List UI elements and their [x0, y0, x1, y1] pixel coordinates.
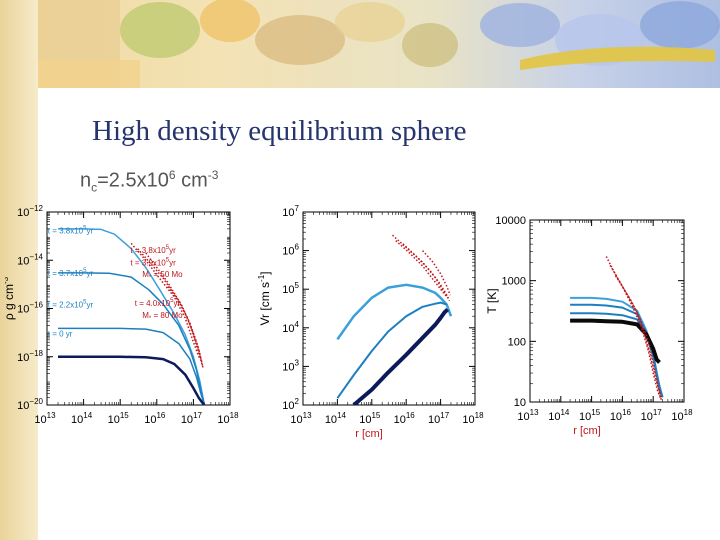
- y-axis-label: T [K]: [485, 288, 499, 313]
- series-annotation: t = 3.9x105yr: [130, 258, 176, 268]
- observed-line-1: [391, 234, 450, 299]
- x-tick-label: 1016: [610, 408, 632, 423]
- x-tick-label: 1013: [290, 411, 312, 426]
- x-tick-label: 1014: [325, 411, 347, 426]
- series-annotation: t = 3.7x105yr: [48, 268, 94, 278]
- y-tick-label: 102: [282, 397, 299, 412]
- series-annotation: t = 4.0x105yr: [135, 298, 181, 308]
- y-tick-label: 107: [282, 204, 299, 219]
- y-tick-label: 105: [282, 281, 299, 296]
- y-tick-label: 10−12: [17, 204, 43, 219]
- series-annotation: M* = 80 Mo: [142, 311, 183, 322]
- decorative-banner: [0, 0, 720, 88]
- x-axis-label: r [cm]: [355, 428, 383, 440]
- y-tick-label: 106: [282, 243, 299, 258]
- y-tick-label: 10−14: [17, 252, 43, 267]
- y-tick-label: 103: [282, 358, 299, 373]
- decorative-left-strip: [0, 0, 38, 540]
- model-line-3: [58, 327, 206, 405]
- x-tick-label: 1017: [428, 411, 450, 426]
- subtitle-n: n: [80, 169, 92, 192]
- y-axis-label: Vr [cm s-1]: [257, 271, 272, 325]
- x-tick-label: 1016: [144, 411, 166, 426]
- model-line-1: [58, 228, 206, 405]
- subtitle-unit: cm: [175, 169, 208, 192]
- x-tick-label: 1013: [517, 408, 539, 423]
- subtitle-eq: =2.5x10: [97, 169, 169, 192]
- y-axis-label: ρ g cm-3: [5, 276, 16, 320]
- x-tick-label: 1014: [71, 411, 93, 426]
- x-tick-label: 1014: [548, 408, 570, 423]
- observed-line-4: [167, 286, 205, 370]
- density-plot: 1013 1014 1015 1016 1017 1018 10−12 10−14 10−16 1…: [5, 204, 239, 426]
- x-tick-label: 1013: [34, 411, 56, 426]
- observed-line-4: [422, 250, 451, 296]
- observed-line-1: [130, 242, 201, 360]
- subtitle-density: nc=2.5x106 cm-3: [80, 168, 218, 195]
- series-annotation: t = 3.8x105yr: [48, 225, 94, 235]
- subtitle-exp2: -3: [207, 168, 219, 182]
- y-tick-label: 10−18: [17, 349, 43, 364]
- y-tick-label: 10−20: [17, 397, 43, 412]
- y-tick-label: 104: [282, 320, 299, 335]
- observed-line-3: [614, 275, 662, 398]
- y-tick-label: 1000: [502, 276, 526, 288]
- series-annotation: t = 3.8x105yr: [130, 245, 176, 255]
- x-tick-label: 1018: [217, 411, 239, 426]
- model-line-1: [336, 283, 453, 341]
- temperature-plot: 1013 1014 1015 1016 1017 1018 10000 1000 100 10 r …: [485, 215, 693, 437]
- density-plot-frame: [46, 211, 231, 406]
- observed-line-2: [609, 264, 663, 402]
- model-line-4: [570, 318, 661, 364]
- x-tick-label: 1017: [181, 411, 203, 426]
- y-tick-label: 100: [508, 336, 526, 348]
- model-line-3: [352, 307, 449, 405]
- temperature-plot-frame: [529, 219, 685, 403]
- series-annotation: t = 0 yr: [48, 329, 73, 338]
- series-annotation: t = 2.2x105yr: [48, 300, 94, 310]
- observed-line-2: [395, 240, 449, 299]
- x-tick-label: 1015: [108, 411, 130, 426]
- observed-line-3: [145, 252, 204, 367]
- x-tick-label: 1018: [671, 408, 693, 423]
- x-tick-label: 1018: [462, 411, 484, 426]
- x-tick-label: 1015: [359, 411, 381, 426]
- model-line-2: [58, 272, 206, 405]
- x-tick-label: 1016: [394, 411, 416, 426]
- x-axis-label: r [cm]: [573, 425, 601, 437]
- observed-line-3: [402, 243, 451, 302]
- subtitle-n-sub: c: [91, 180, 98, 195]
- velocity-plot: 1013 1014 1015 1016 1017 1018 102 103 104 105 106 1…: [257, 204, 484, 440]
- subtitle-exp1: 6: [168, 168, 176, 182]
- series-annotation: M* = 50 Mo: [142, 270, 183, 281]
- y-tick-label: 10: [514, 397, 526, 409]
- slide-title: High density equilibrium sphere: [92, 115, 467, 147]
- y-tick-label: 10000: [495, 215, 526, 227]
- x-tick-label: 1017: [641, 408, 663, 423]
- model-line-4: [58, 355, 206, 405]
- y-tick-label: 10−16: [17, 301, 43, 316]
- model-line-2: [336, 301, 448, 399]
- x-tick-label: 1015: [579, 408, 601, 423]
